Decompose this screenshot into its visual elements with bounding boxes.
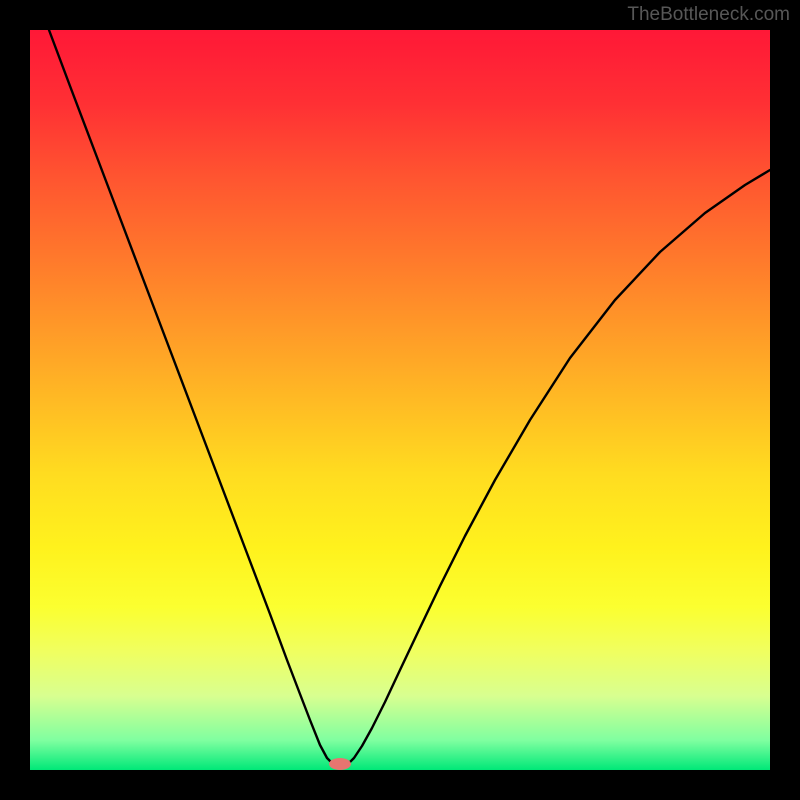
- bottleneck-chart: [0, 0, 800, 800]
- watermark-text: TheBottleneck.com: [627, 4, 790, 26]
- minimum-marker: [329, 758, 351, 770]
- chart-plot-background: [30, 30, 770, 770]
- chart-container: TheBottleneck.com: [0, 0, 800, 800]
